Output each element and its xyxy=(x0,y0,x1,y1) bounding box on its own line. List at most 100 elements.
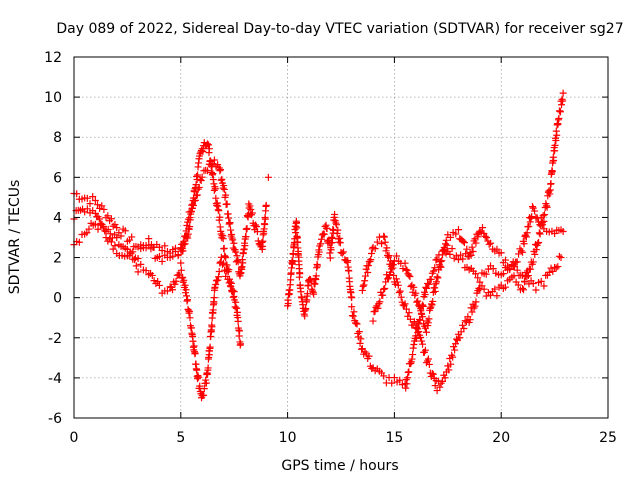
x-tick-label: 5 xyxy=(176,430,185,446)
data-point xyxy=(248,211,256,219)
data-point xyxy=(223,200,231,208)
data-point xyxy=(419,313,427,321)
data-point xyxy=(399,265,407,273)
data-point xyxy=(318,231,326,239)
data-point xyxy=(383,244,391,252)
data-point xyxy=(374,304,382,312)
data-point xyxy=(187,208,195,216)
data-point xyxy=(549,267,557,275)
data-point xyxy=(348,294,356,302)
data-point xyxy=(172,277,180,285)
x-tick-label: 15 xyxy=(385,430,403,446)
data-point xyxy=(100,205,108,213)
data-point xyxy=(451,346,459,354)
data-point xyxy=(474,274,482,282)
data-point xyxy=(394,281,402,289)
data-point xyxy=(417,305,425,313)
data-point xyxy=(376,298,384,306)
data-point xyxy=(402,305,410,313)
data-point xyxy=(226,282,234,290)
data-point xyxy=(168,286,176,294)
data-point xyxy=(395,288,403,296)
data-point xyxy=(83,194,91,202)
data-point xyxy=(459,255,467,263)
data-point xyxy=(336,234,344,242)
data-point xyxy=(296,270,304,278)
data-point xyxy=(545,268,553,276)
data-point xyxy=(189,337,197,345)
data-point xyxy=(222,191,230,199)
data-point xyxy=(117,232,125,240)
data-point xyxy=(438,377,446,385)
data-point xyxy=(134,255,142,263)
data-point xyxy=(485,240,493,248)
data-point xyxy=(314,262,322,270)
data-point xyxy=(340,248,348,256)
data-point xyxy=(396,287,404,295)
data-point xyxy=(328,234,336,242)
data-point xyxy=(403,380,411,388)
data-point xyxy=(338,249,346,257)
data-point xyxy=(534,239,542,247)
data-point xyxy=(85,225,93,233)
data-point xyxy=(409,351,417,359)
data-point xyxy=(149,243,157,251)
data-point xyxy=(459,237,467,245)
data-point xyxy=(107,215,115,223)
data-point xyxy=(532,286,540,294)
data-point xyxy=(178,244,186,252)
data-point xyxy=(145,241,153,249)
data-point xyxy=(218,175,226,183)
data-point xyxy=(134,268,142,276)
data-point xyxy=(392,275,400,283)
data-point xyxy=(381,238,389,246)
data-point xyxy=(463,245,471,253)
data-point xyxy=(553,131,561,139)
data-point xyxy=(540,282,548,290)
data-point xyxy=(408,355,416,363)
data-point xyxy=(197,176,205,184)
data-point xyxy=(510,272,518,280)
data-point xyxy=(99,222,107,230)
x-axis-label: GPS time / hours xyxy=(281,458,398,474)
data-point xyxy=(472,239,480,247)
data-point xyxy=(535,238,543,246)
data-point xyxy=(333,230,341,238)
data-point xyxy=(476,278,484,286)
data-point xyxy=(317,240,325,248)
data-point xyxy=(229,286,237,294)
data-points xyxy=(70,89,567,402)
data-point xyxy=(177,244,185,252)
data-point xyxy=(449,353,457,361)
data-point xyxy=(442,240,450,248)
y-tick-label: 6 xyxy=(53,170,62,186)
data-point xyxy=(417,334,425,342)
data-point xyxy=(214,276,222,284)
data-point xyxy=(557,254,565,262)
y-tick-label: 10 xyxy=(44,90,62,106)
data-point xyxy=(182,227,190,235)
data-point xyxy=(425,315,433,323)
data-point xyxy=(428,301,436,309)
axis-ticks: 0 5 10 15 20 25 -6 -4 -2 0 2 4 6 8 10 12 xyxy=(44,50,617,446)
data-point xyxy=(91,220,99,228)
data-point xyxy=(551,141,559,149)
data-point xyxy=(209,170,217,178)
data-point xyxy=(441,374,449,382)
data-point xyxy=(468,243,476,251)
data-point xyxy=(205,145,213,153)
data-point xyxy=(309,287,317,295)
data-point xyxy=(364,269,372,277)
data-point xyxy=(393,252,401,260)
data-point xyxy=(542,202,550,210)
data-point xyxy=(217,253,225,261)
data-point xyxy=(186,314,194,322)
data-point xyxy=(194,171,202,179)
data-point xyxy=(234,256,242,264)
data-point xyxy=(559,97,567,105)
data-point xyxy=(191,349,199,357)
data-point xyxy=(239,259,247,267)
data-point xyxy=(240,245,248,253)
data-point xyxy=(315,248,323,256)
data-point xyxy=(236,327,244,335)
